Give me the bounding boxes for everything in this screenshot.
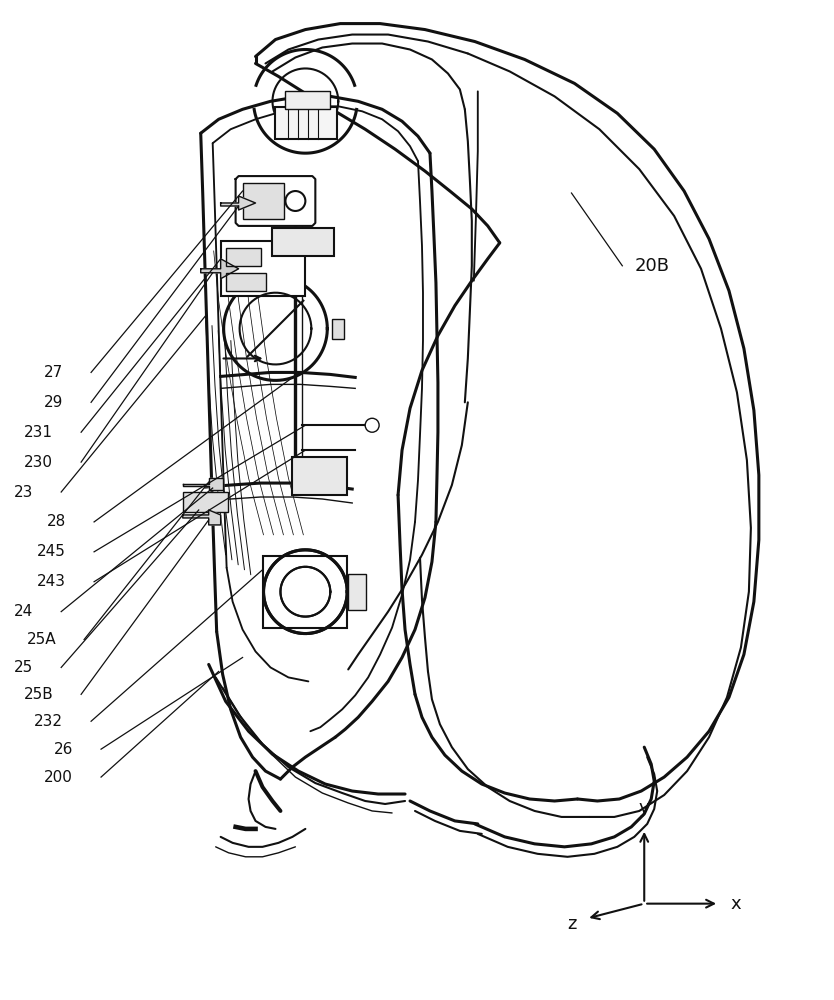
Bar [273, 228, 334, 256]
Text: 232: 232 [34, 714, 63, 729]
Polygon shape [201, 259, 239, 279]
Text: 23: 23 [14, 485, 33, 500]
Bar [332, 319, 344, 339]
Bar [275, 107, 337, 139]
Text: 29: 29 [44, 395, 63, 410]
Bar [221, 241, 305, 296]
Text: 243: 243 [38, 574, 66, 589]
Circle shape [365, 418, 379, 432]
Polygon shape [183, 510, 221, 525]
Text: 27: 27 [44, 365, 63, 380]
Bar [183, 492, 228, 512]
Text: 25A: 25A [27, 632, 56, 647]
Text: 28: 28 [47, 514, 66, 529]
Bar [349, 574, 366, 610]
Text: x: x [731, 895, 741, 913]
Bar [226, 248, 260, 266]
Bar [293, 457, 347, 495]
Text: 25: 25 [14, 660, 33, 675]
Text: 245: 245 [38, 544, 66, 559]
Text: 200: 200 [44, 770, 73, 785]
Polygon shape [236, 176, 315, 226]
Text: y: y [639, 799, 650, 817]
Bar [226, 273, 265, 291]
Text: z: z [567, 915, 576, 933]
Text: 24: 24 [14, 604, 33, 619]
Text: 20B: 20B [635, 257, 669, 275]
Bar [243, 183, 284, 219]
Bar [263, 556, 347, 628]
Text: 230: 230 [24, 455, 53, 470]
Polygon shape [183, 478, 223, 490]
Polygon shape [221, 196, 255, 210]
Text: 231: 231 [24, 425, 53, 440]
Text: 26: 26 [53, 742, 73, 757]
Bar [285, 91, 330, 109]
Text: 25B: 25B [23, 687, 53, 702]
